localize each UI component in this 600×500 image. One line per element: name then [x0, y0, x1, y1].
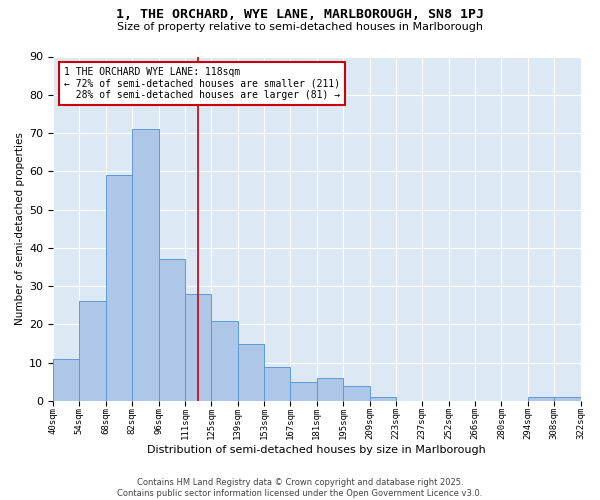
Bar	[211, 320, 238, 401]
Bar	[158, 260, 185, 401]
Bar	[290, 382, 317, 401]
Bar	[132, 129, 158, 401]
Text: 1, THE ORCHARD, WYE LANE, MARLBOROUGH, SN8 1PJ: 1, THE ORCHARD, WYE LANE, MARLBOROUGH, S…	[116, 8, 484, 20]
Bar	[317, 378, 343, 401]
Text: Contains HM Land Registry data © Crown copyright and database right 2025.
Contai: Contains HM Land Registry data © Crown c…	[118, 478, 482, 498]
Bar	[106, 175, 132, 401]
Bar	[554, 397, 581, 401]
Text: Size of property relative to semi-detached houses in Marlborough: Size of property relative to semi-detach…	[117, 22, 483, 32]
Text: 1 THE ORCHARD WYE LANE: 118sqm
← 72% of semi-detached houses are smaller (211)
 : 1 THE ORCHARD WYE LANE: 118sqm ← 72% of …	[64, 67, 340, 100]
X-axis label: Distribution of semi-detached houses by size in Marlborough: Distribution of semi-detached houses by …	[148, 445, 486, 455]
Bar	[185, 294, 211, 401]
Bar	[370, 397, 396, 401]
Bar	[238, 344, 264, 401]
Y-axis label: Number of semi-detached properties: Number of semi-detached properties	[15, 132, 25, 325]
Bar	[53, 359, 79, 401]
Bar	[79, 302, 106, 401]
Bar	[343, 386, 370, 401]
Bar	[264, 366, 290, 401]
Bar	[528, 397, 554, 401]
